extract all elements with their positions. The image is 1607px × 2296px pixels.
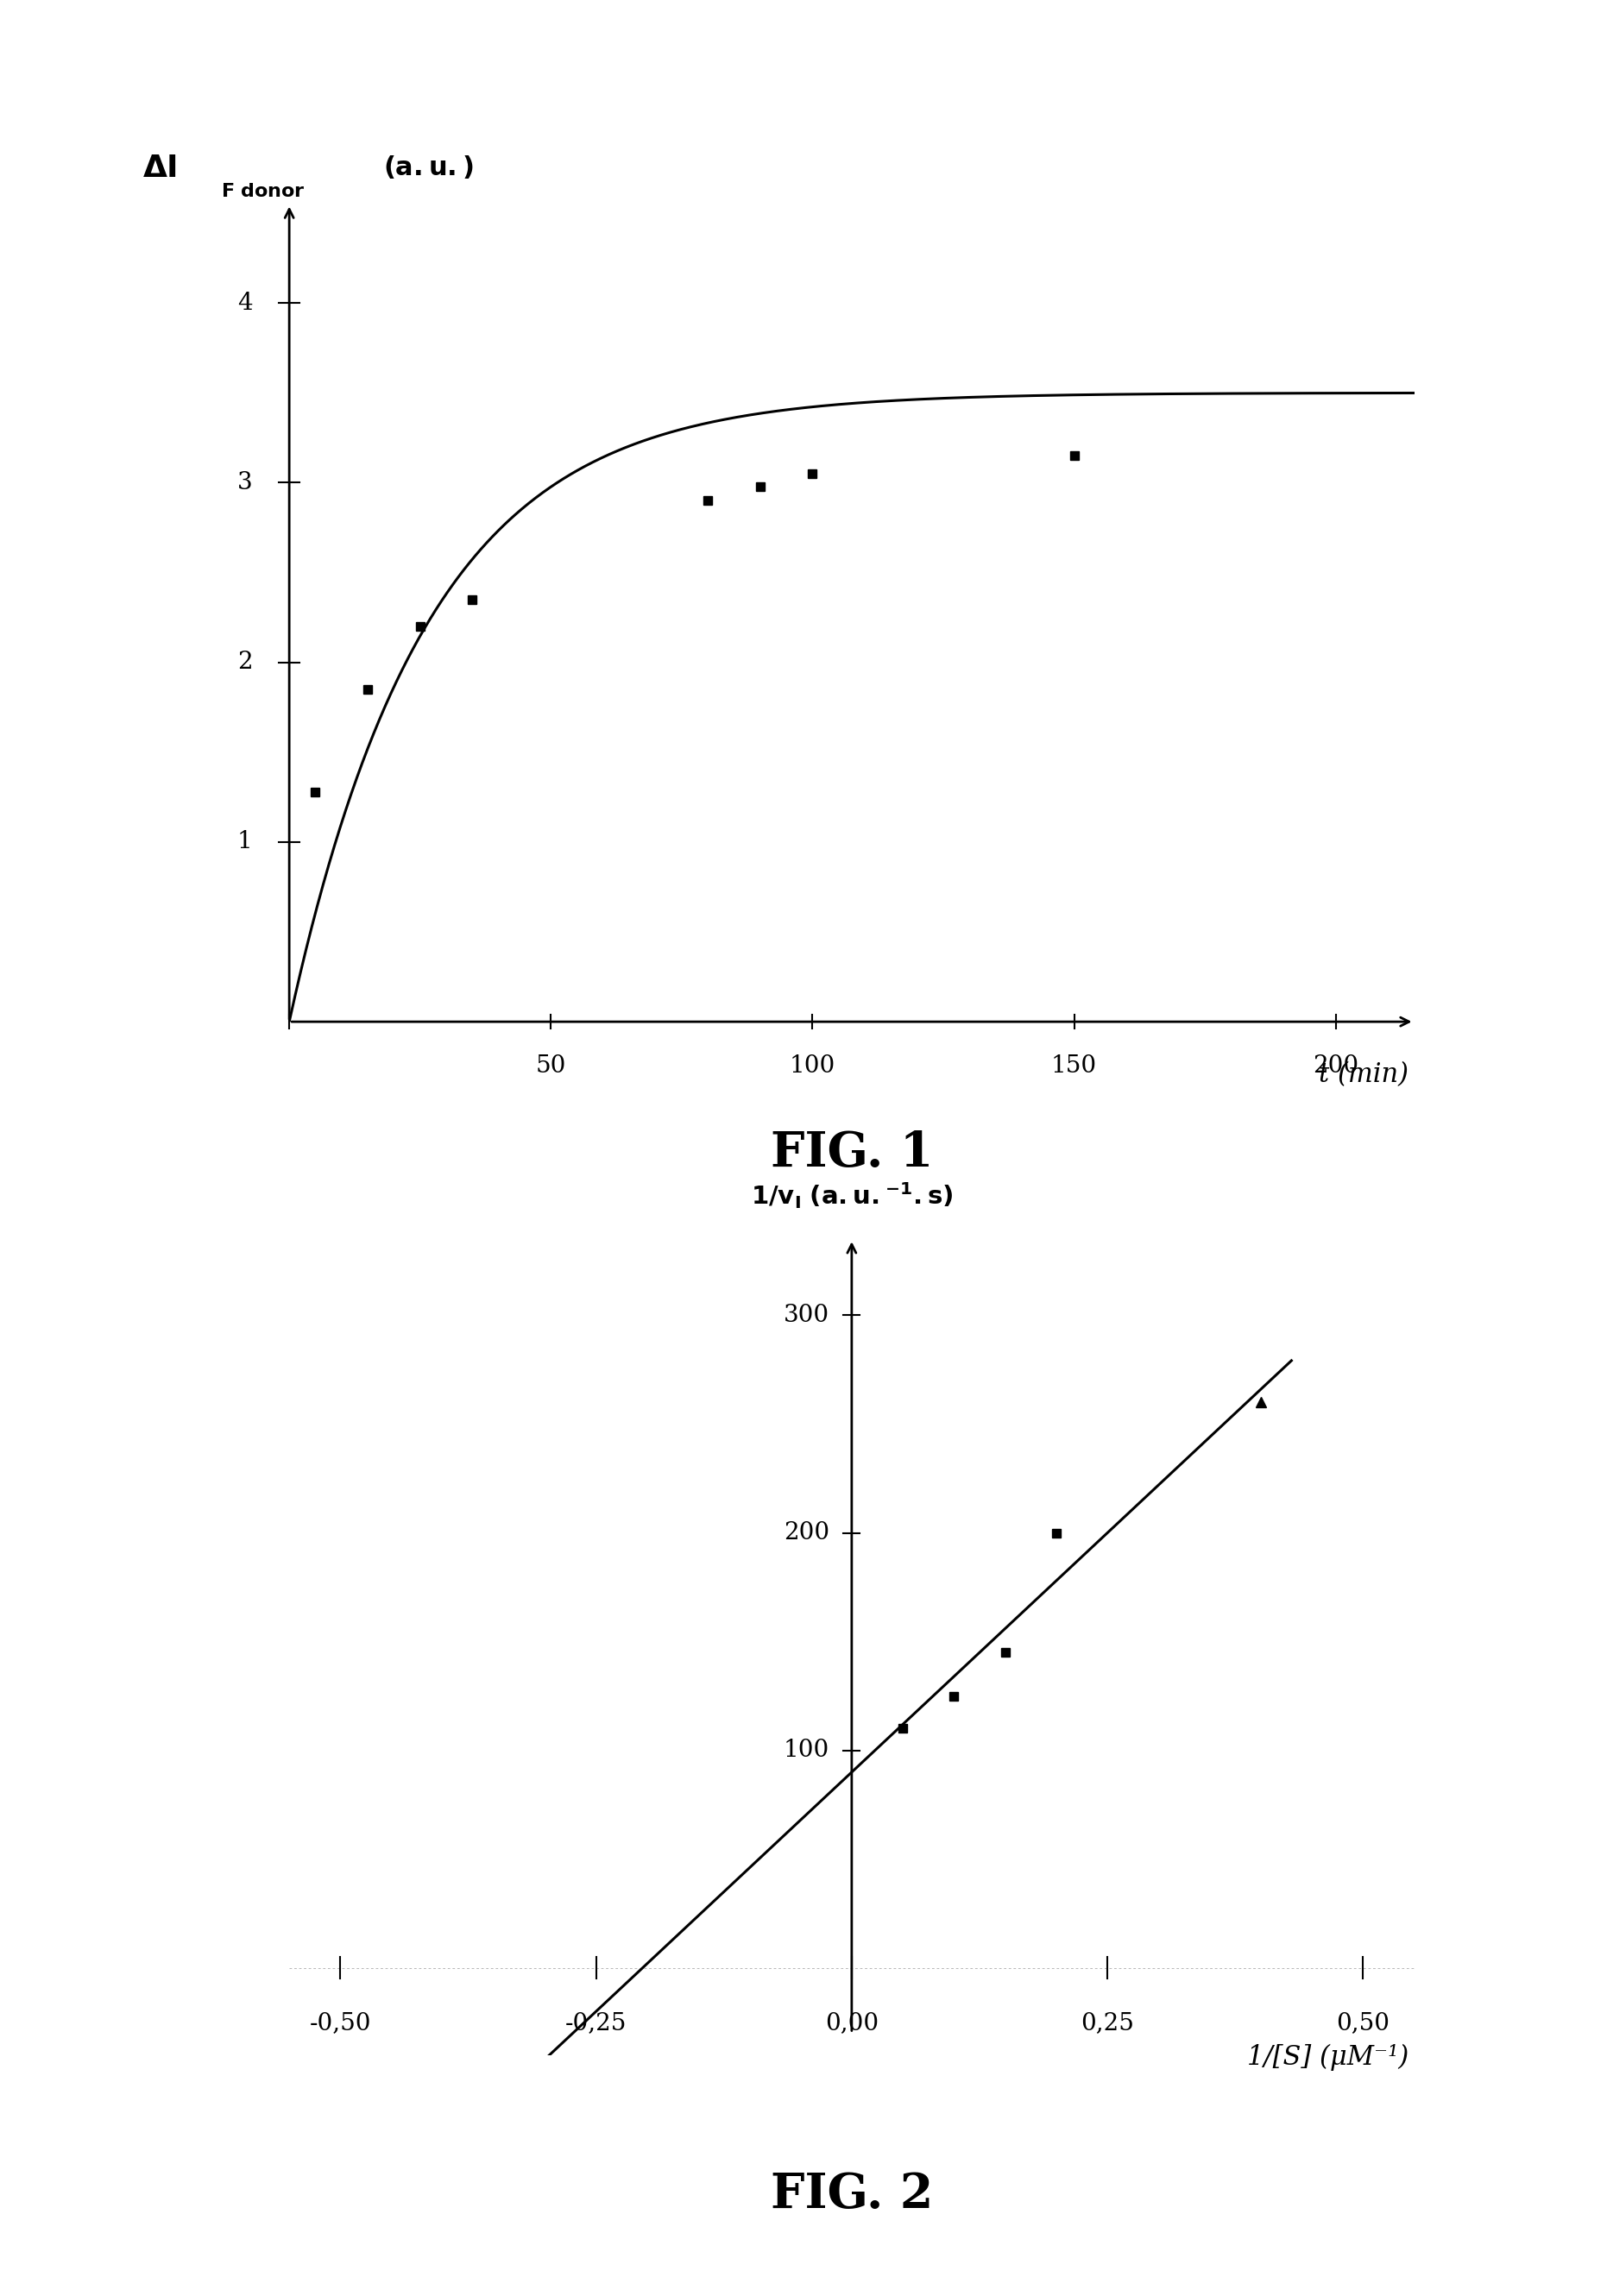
Text: t (min): t (min) bbox=[1319, 1061, 1409, 1088]
Text: 150: 150 bbox=[1051, 1054, 1098, 1077]
Text: FIG. 1: FIG. 1 bbox=[770, 1130, 934, 1176]
Text: -0,50: -0,50 bbox=[310, 2011, 371, 2034]
Text: 2: 2 bbox=[238, 650, 252, 675]
Text: 100: 100 bbox=[783, 1738, 829, 1761]
Text: 200: 200 bbox=[783, 1522, 829, 1545]
Text: $\mathbf{\Delta}$$\mathbf{I}$: $\mathbf{\Delta}$$\mathbf{I}$ bbox=[143, 154, 177, 184]
Text: -0,25: -0,25 bbox=[566, 2011, 627, 2034]
Text: $\mathbf{(a.u.)}$: $\mathbf{(a.u.)}$ bbox=[384, 154, 474, 181]
Text: 0,00: 0,00 bbox=[824, 2011, 879, 2034]
Text: 100: 100 bbox=[789, 1054, 836, 1077]
Text: 300: 300 bbox=[783, 1304, 829, 1327]
Text: $\mathbf{F\ donor}$: $\mathbf{F\ donor}$ bbox=[222, 181, 305, 202]
Text: 0,25: 0,25 bbox=[1080, 2011, 1135, 2034]
Text: 0,50: 0,50 bbox=[1337, 2011, 1390, 2034]
Text: 3: 3 bbox=[238, 471, 252, 494]
Text: 4: 4 bbox=[238, 292, 252, 315]
Text: 200: 200 bbox=[1313, 1054, 1358, 1077]
Text: FIG. 2: FIG. 2 bbox=[770, 2170, 934, 2218]
Text: $\mathbf{1/v_I}$ $\mathbf{(a.u.^{-1}.s)}$: $\mathbf{1/v_I}$ $\mathbf{(a.u.^{-1}.s)}… bbox=[750, 1180, 953, 1210]
Text: 1/[S] (μM⁻¹): 1/[S] (μM⁻¹) bbox=[1247, 2043, 1409, 2071]
Text: 50: 50 bbox=[535, 1054, 566, 1077]
Text: 1: 1 bbox=[238, 831, 252, 854]
